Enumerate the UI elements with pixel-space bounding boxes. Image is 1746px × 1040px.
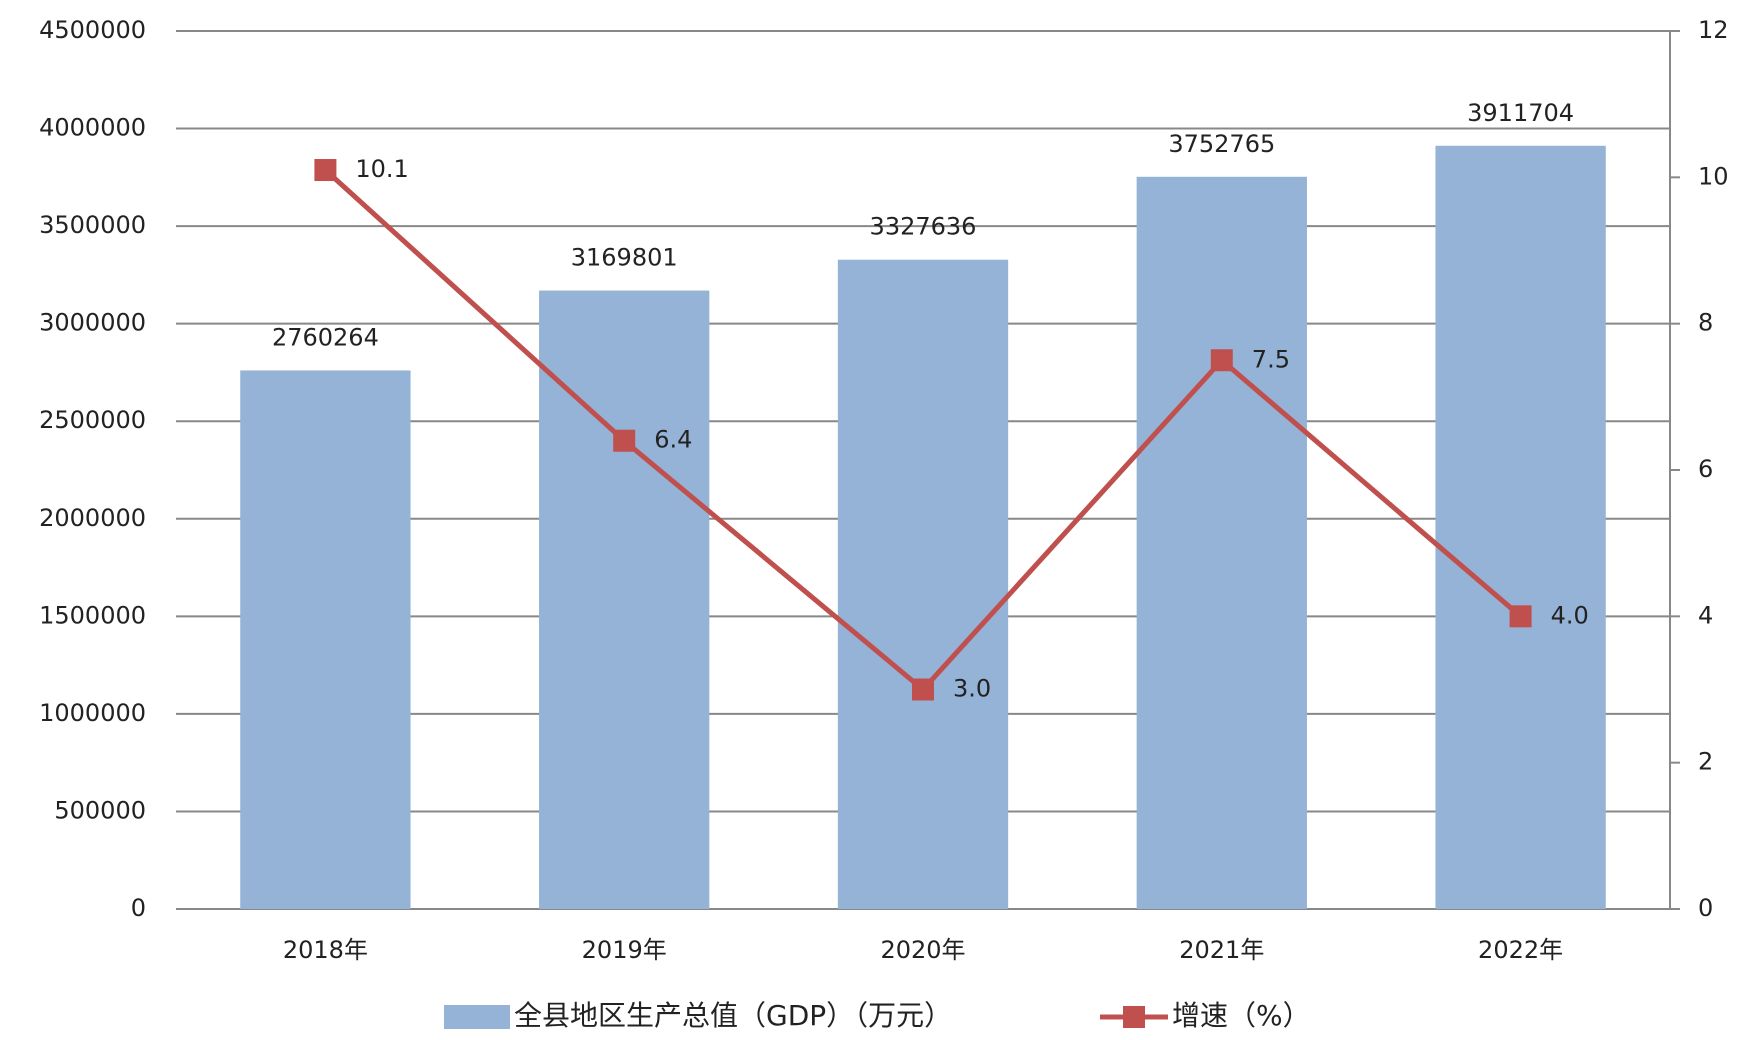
bar-value-label: 2760264 xyxy=(272,323,379,351)
bar-value-label: 3752765 xyxy=(1168,130,1275,158)
line-marker xyxy=(1210,349,1233,372)
bar-value-label: 3169801 xyxy=(571,244,678,272)
legend-label: 全县地区生产总值（GDP）（万元） xyxy=(514,999,952,1032)
y2-tick-label: 4 xyxy=(1698,601,1713,629)
bar-value-label: 3327636 xyxy=(870,213,977,241)
y-tick-label: 3500000 xyxy=(39,211,146,239)
y-tick-label: 1000000 xyxy=(39,699,146,727)
bar xyxy=(1435,145,1606,909)
x-tick-label: 2020年 xyxy=(880,936,965,964)
x-tick-label: 2018年 xyxy=(283,936,368,964)
y-tick-label: 4500000 xyxy=(39,16,146,44)
legend-swatch xyxy=(1123,1006,1145,1028)
y-tick-label: 500000 xyxy=(54,796,146,824)
bar xyxy=(240,370,411,909)
y2-tick-label: 6 xyxy=(1698,455,1713,483)
y-tick-label: 1500000 xyxy=(39,601,146,629)
bar xyxy=(837,259,1009,910)
bar xyxy=(1136,176,1307,910)
line-value-label: 3.0 xyxy=(953,675,991,703)
y2-tick-label: 12 xyxy=(1698,16,1729,44)
line-value-label: 10.1 xyxy=(355,155,408,183)
legend-swatch xyxy=(444,1005,510,1029)
y-tick-label: 0 xyxy=(131,894,146,922)
y-tick-label: 2500000 xyxy=(39,406,146,434)
x-tick-label: 2019年 xyxy=(582,936,667,964)
bar-value-label: 3911704 xyxy=(1467,99,1574,127)
line-value-label: 7.5 xyxy=(1252,345,1290,373)
line-marker xyxy=(912,678,934,701)
y-tick-label: 2000000 xyxy=(39,504,146,532)
bar xyxy=(539,290,710,909)
y2-tick-label: 8 xyxy=(1698,309,1713,337)
x-tick-label: 2021年 xyxy=(1179,936,1264,964)
y2-tick-label: 0 xyxy=(1698,894,1713,922)
line-marker xyxy=(314,159,337,182)
legend-label: 增速（%） xyxy=(1172,999,1311,1032)
y-tick-label: 4000000 xyxy=(39,114,146,142)
line-value-label: 4.0 xyxy=(1551,601,1589,629)
y-tick-label: 3000000 xyxy=(39,309,146,337)
x-tick-label: 2022年 xyxy=(1478,936,1563,964)
line-marker xyxy=(613,429,636,452)
line-value-label: 6.4 xyxy=(654,426,692,454)
y2-tick-label: 10 xyxy=(1698,162,1729,190)
y2-tick-label: 2 xyxy=(1698,748,1713,776)
line-marker xyxy=(1509,605,1532,628)
